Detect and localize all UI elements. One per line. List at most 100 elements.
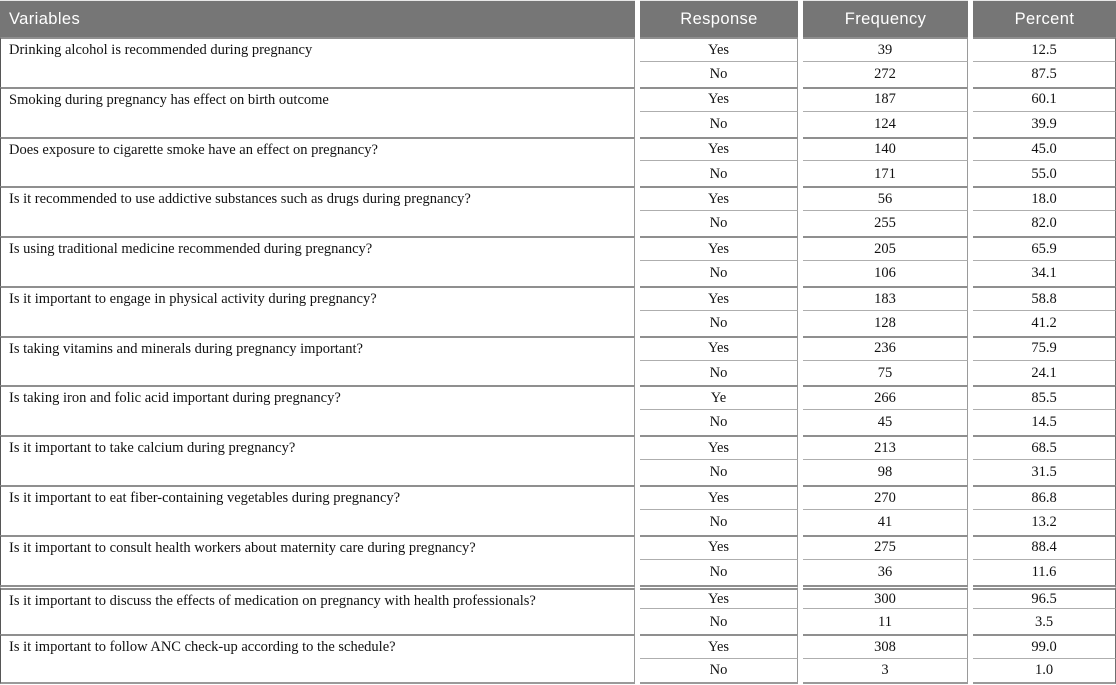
- variable-cell: Drinking alcohol is recommended during p…: [0, 37, 635, 87]
- table-row: No 98 31.5: [0, 460, 1116, 486]
- percent-cell: 18.0: [973, 186, 1116, 212]
- frequency-cell: 41: [803, 509, 968, 535]
- table-row: Does exposure to cigarette smoke have an…: [0, 136, 1116, 187]
- frequency-cell: 56: [803, 186, 968, 212]
- table-row: No 11 3.5: [0, 609, 1116, 635]
- response-cell: Yes: [640, 435, 798, 461]
- response-cell: No: [640, 161, 798, 187]
- table-row: No 45 14.5: [0, 410, 1116, 436]
- response-cell: Yes: [640, 335, 798, 361]
- percent-cell: 82.0: [973, 211, 1116, 237]
- table-row: Is taking vitamins and minerals during p…: [0, 335, 1116, 386]
- response-cell: Yes: [640, 485, 798, 510]
- frequency-cell: 266: [803, 385, 968, 411]
- frequency-cell: 45: [803, 410, 968, 436]
- variable-cell: Is it important to eat fiber-containing …: [0, 485, 635, 535]
- variable-cell: Is it important to consult health worker…: [0, 534, 635, 585]
- response-cell: No: [640, 360, 798, 386]
- frequency-cell: 275: [803, 534, 968, 560]
- table-header: Variables Response Frequency Percent: [0, 0, 1116, 37]
- column-header-variables: Variables: [0, 0, 635, 37]
- percent-cell: 12.5: [973, 37, 1116, 62]
- percent-cell: 41.2: [973, 310, 1116, 336]
- table-row: Is using traditional medicine recommende…: [0, 236, 1116, 286]
- percent-cell: 14.5: [973, 410, 1116, 436]
- table-body: Drinking alcohol is recommended during p…: [0, 37, 1116, 685]
- table-row: No 3 1.0: [0, 659, 1116, 685]
- frequency-cell: 128: [803, 310, 968, 336]
- variable-cell: Does exposure to cigarette smoke have an…: [0, 136, 635, 187]
- frequency-cell: 213: [803, 435, 968, 461]
- percent-cell: 1.0: [973, 659, 1116, 685]
- response-cell: No: [640, 61, 798, 87]
- response-cell: No: [640, 410, 798, 436]
- frequency-cell: 272: [803, 61, 968, 87]
- frequency-cell: 270: [803, 485, 968, 510]
- frequency-cell: 171: [803, 161, 968, 187]
- frequency-cell: 205: [803, 236, 968, 262]
- variable-cell: Is it recommended to use addictive subst…: [0, 186, 635, 237]
- table-row: No 171 55.0: [0, 161, 1116, 187]
- table-row: Drinking alcohol is recommended during p…: [0, 37, 1116, 87]
- table-row: Smoking during pregnancy has effect on b…: [0, 86, 1116, 137]
- response-cell: Ye: [640, 385, 798, 411]
- table-row: Is it important to follow ANC check-up a…: [0, 634, 1116, 685]
- frequency-cell: 98: [803, 460, 968, 486]
- table-row: Is it important to eat fiber-containing …: [0, 485, 1116, 535]
- percent-cell: 60.1: [973, 86, 1116, 112]
- response-cell: Yes: [640, 584, 798, 610]
- percent-cell: 45.0: [973, 136, 1116, 162]
- percent-cell: 3.5: [973, 609, 1116, 635]
- percent-cell: 85.5: [973, 385, 1116, 411]
- percent-cell: 39.9: [973, 111, 1116, 137]
- table-row: No 272 87.5: [0, 61, 1116, 87]
- table-row: Is it important to engage in physical ac…: [0, 285, 1116, 336]
- frequency-cell: 308: [803, 634, 968, 660]
- frequency-cell: 39: [803, 37, 968, 62]
- frequency-cell: 36: [803, 559, 968, 585]
- percent-cell: 96.5: [973, 584, 1116, 610]
- column-header-response: Response: [640, 0, 798, 37]
- response-cell: Yes: [640, 37, 798, 62]
- response-cell: Yes: [640, 534, 798, 560]
- percent-cell: 86.8: [973, 485, 1116, 510]
- variable-cell: Is it important to follow ANC check-up a…: [0, 634, 635, 685]
- frequency-cell: 106: [803, 261, 968, 286]
- percent-cell: 34.1: [973, 261, 1116, 286]
- table-row: No 128 41.2: [0, 310, 1116, 336]
- percent-cell: 24.1: [973, 360, 1116, 386]
- column-header-percent: Percent: [973, 0, 1116, 37]
- response-cell: No: [640, 211, 798, 237]
- table-row: No 36 11.6: [0, 559, 1116, 585]
- response-cell: Yes: [640, 285, 798, 311]
- percent-cell: 99.0: [973, 634, 1116, 660]
- percent-cell: 11.6: [973, 559, 1116, 585]
- percent-cell: 75.9: [973, 335, 1116, 361]
- table-row: No 124 39.9: [0, 111, 1116, 137]
- column-header-frequency: Frequency: [803, 0, 968, 37]
- variable-cell: Is taking vitamins and minerals during p…: [0, 335, 635, 386]
- percent-cell: 55.0: [973, 161, 1116, 187]
- frequency-cell: 187: [803, 86, 968, 112]
- percent-cell: 65.9: [973, 236, 1116, 262]
- variable-cell: Is taking iron and folic acid important …: [0, 385, 635, 436]
- response-cell: Yes: [640, 236, 798, 262]
- response-cell: Yes: [640, 86, 798, 112]
- frequency-cell: 11: [803, 609, 968, 635]
- response-cell: Yes: [640, 634, 798, 660]
- frequency-cell: 3: [803, 659, 968, 685]
- frequency-cell: 124: [803, 111, 968, 137]
- frequency-cell: 140: [803, 136, 968, 162]
- response-cell: No: [640, 460, 798, 486]
- table-row: No 255 82.0: [0, 211, 1116, 237]
- percent-cell: 87.5: [973, 61, 1116, 87]
- response-cell: No: [640, 659, 798, 685]
- percent-cell: 31.5: [973, 460, 1116, 486]
- percent-cell: 88.4: [973, 534, 1116, 560]
- variable-cell: Is it important to take calcium during p…: [0, 435, 635, 486]
- frequency-cell: 300: [803, 584, 968, 610]
- frequency-cell: 236: [803, 335, 968, 361]
- percent-cell: 13.2: [973, 509, 1116, 535]
- response-cell: No: [640, 111, 798, 137]
